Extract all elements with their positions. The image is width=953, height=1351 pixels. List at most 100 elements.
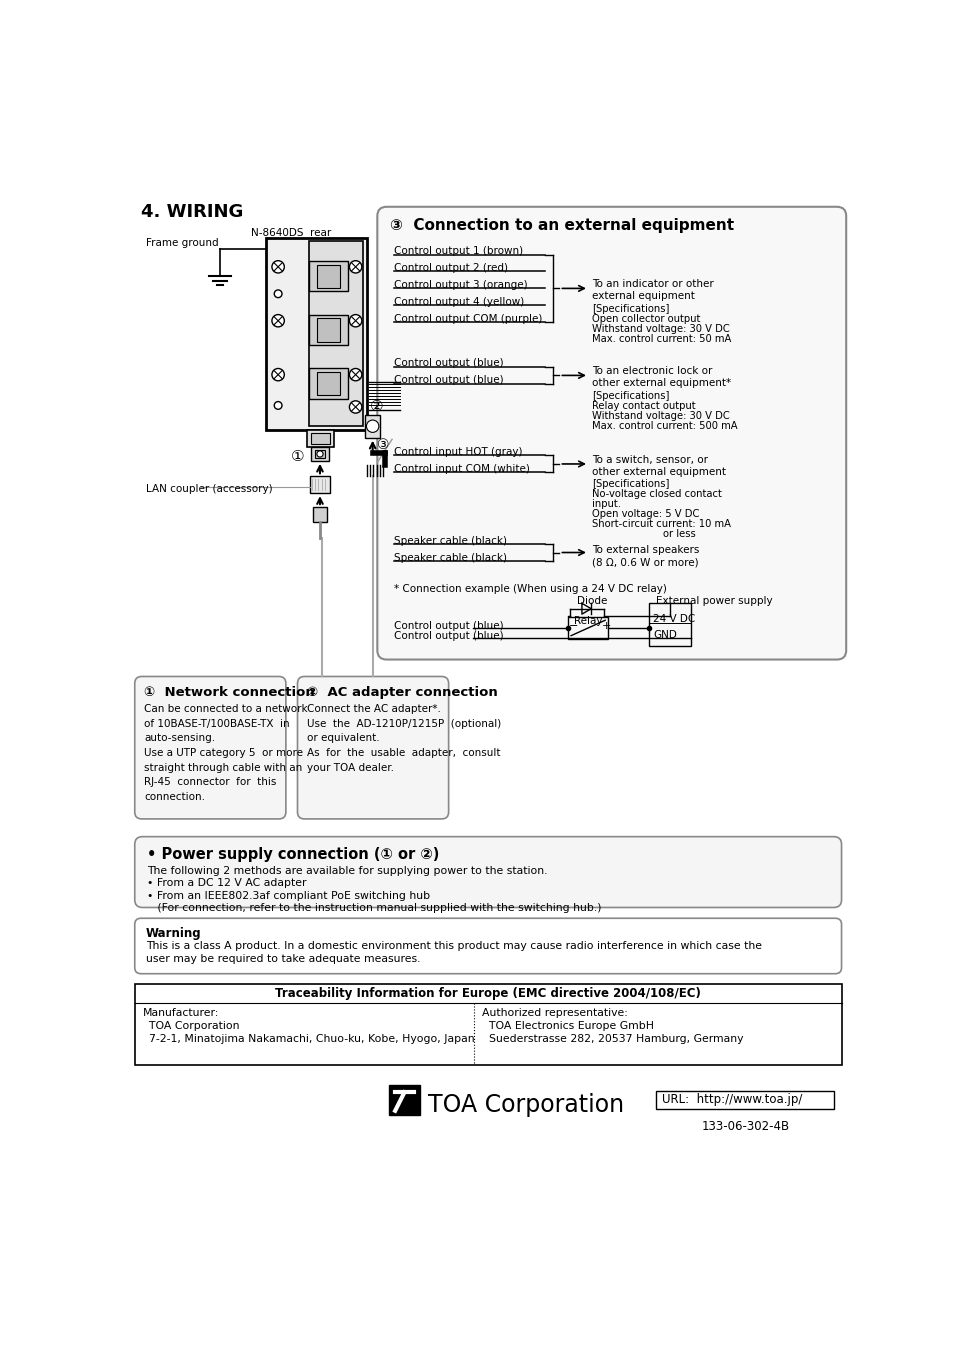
Text: TOA Corporation: TOA Corporation <box>142 1020 240 1031</box>
Text: Speaker cable (black): Speaker cable (black) <box>394 553 507 562</box>
Text: ③: ③ <box>376 438 389 451</box>
Text: Use a UTP category 5  or more: Use a UTP category 5 or more <box>144 748 303 758</box>
Text: This is a class A product. In a domestic environment this product may cause radi: This is a class A product. In a domestic… <box>146 940 760 951</box>
Text: To a switch, sensor, or: To a switch, sensor, or <box>592 455 707 465</box>
Bar <box>567 617 608 639</box>
Text: Control output COM (purple): Control output COM (purple) <box>394 313 542 324</box>
Bar <box>389 1085 419 1116</box>
Text: TOA Corporation: TOA Corporation <box>427 1093 623 1116</box>
Text: Open collector output: Open collector output <box>592 313 700 324</box>
Bar <box>313 507 327 523</box>
Bar <box>307 430 334 447</box>
Text: ①  Network connection: ① Network connection <box>144 686 314 698</box>
Text: GND: GND <box>653 630 677 639</box>
Text: Can be connected to a network: Can be connected to a network <box>144 704 308 715</box>
Text: To external speakers: To external speakers <box>592 544 699 555</box>
Circle shape <box>316 451 323 457</box>
Text: of 10BASE-T/100BASE-TX  in: of 10BASE-T/100BASE-TX in <box>144 719 290 728</box>
Bar <box>309 369 348 400</box>
Text: Manufacturer:: Manufacturer: <box>142 1008 218 1017</box>
Text: 4. WIRING: 4. WIRING <box>141 203 243 222</box>
Circle shape <box>349 401 361 413</box>
Text: connection.: connection. <box>144 792 205 802</box>
Text: 133-06-302-4B: 133-06-302-4B <box>701 1120 789 1133</box>
Text: input.: input. <box>592 500 620 509</box>
Text: [Specifications]: [Specifications] <box>592 390 669 401</box>
Text: Control output (blue): Control output (blue) <box>394 621 503 631</box>
Text: other external equipment: other external equipment <box>592 467 725 477</box>
Bar <box>314 450 325 458</box>
FancyBboxPatch shape <box>134 836 841 908</box>
Text: LAN coupler (accessory): LAN coupler (accessory) <box>146 484 273 494</box>
Text: +: + <box>601 621 611 631</box>
Text: * Connection example (When using a 24 V DC relay): * Connection example (When using a 24 V … <box>394 584 666 594</box>
Bar <box>311 434 330 444</box>
Text: Max. control current: 500 mA: Max. control current: 500 mA <box>592 422 737 431</box>
Text: other external equipment*: other external equipment* <box>592 378 730 389</box>
Text: 24 V DC: 24 V DC <box>653 615 695 624</box>
Bar <box>316 265 340 288</box>
Text: [Specifications]: [Specifications] <box>592 304 669 313</box>
Text: • From a DC 12 V AC adapter: • From a DC 12 V AC adapter <box>147 878 306 888</box>
Text: Short-circuit current: 10 mA: Short-circuit current: 10 mA <box>592 519 730 530</box>
Text: Control output (blue): Control output (blue) <box>394 631 503 642</box>
Text: To an indicator or other: To an indicator or other <box>592 280 713 289</box>
Text: or equivalent.: or equivalent. <box>307 734 379 743</box>
Circle shape <box>349 261 361 273</box>
Polygon shape <box>581 604 591 613</box>
Text: No-voltage closed contact: No-voltage closed contact <box>592 489 721 500</box>
Text: Control input HOT (gray): Control input HOT (gray) <box>394 447 522 457</box>
Bar <box>309 242 363 426</box>
Text: Use  the  AD-1210P/1215P  (optional): Use the AD-1210P/1215P (optional) <box>307 719 500 728</box>
Text: Withstand voltage: 30 V DC: Withstand voltage: 30 V DC <box>592 324 729 334</box>
Bar <box>316 373 340 396</box>
Text: Relay: Relay <box>574 616 601 626</box>
Bar <box>310 477 330 493</box>
Text: URL:  http://www.toa.jp/: URL: http://www.toa.jp/ <box>661 1093 801 1106</box>
Text: Warning: Warning <box>146 927 201 940</box>
Text: Control output 3 (orange): Control output 3 (orange) <box>394 280 527 290</box>
Text: Relay contact output: Relay contact output <box>592 401 695 411</box>
Bar <box>309 315 348 346</box>
Bar <box>266 238 367 430</box>
Circle shape <box>274 290 282 297</box>
Bar <box>134 985 841 1002</box>
FancyBboxPatch shape <box>134 919 841 974</box>
Text: Control output 1 (brown): Control output 1 (brown) <box>394 246 523 257</box>
Text: Control output 2 (red): Control output 2 (red) <box>394 263 508 273</box>
Text: Connect the AC adapter*.: Connect the AC adapter*. <box>307 704 440 715</box>
Circle shape <box>366 420 378 432</box>
Circle shape <box>272 369 284 381</box>
Circle shape <box>349 315 361 327</box>
Text: ③  Connection to an external equipment: ③ Connection to an external equipment <box>390 218 733 232</box>
Circle shape <box>272 261 284 273</box>
Text: External power supply: External power supply <box>656 596 772 605</box>
Text: Control output (blue): Control output (blue) <box>394 376 503 385</box>
Text: TOA Electronics Europe GmbH: TOA Electronics Europe GmbH <box>481 1020 653 1031</box>
Text: ①: ① <box>291 449 305 463</box>
Circle shape <box>272 315 284 327</box>
Text: Control output 4 (yellow): Control output 4 (yellow) <box>394 297 524 307</box>
Text: (For connection, refer to the instruction manual supplied with the switching hub: (For connection, refer to the instructio… <box>147 902 601 913</box>
Bar <box>311 447 328 461</box>
Text: Frame ground: Frame ground <box>146 238 219 247</box>
Circle shape <box>349 369 361 381</box>
Text: user may be required to take adequate measures.: user may be required to take adequate me… <box>146 954 419 965</box>
Text: Speaker cable (black): Speaker cable (black) <box>394 535 507 546</box>
Bar <box>655 1090 833 1109</box>
Text: −: − <box>568 621 578 631</box>
Text: (8 Ω, 0.6 W or more): (8 Ω, 0.6 W or more) <box>592 557 698 567</box>
Text: external equipment: external equipment <box>592 292 694 301</box>
Text: RJ-45  connector  for  this: RJ-45 connector for this <box>144 777 276 788</box>
Text: your TOA dealer.: your TOA dealer. <box>307 763 394 773</box>
Circle shape <box>274 401 282 409</box>
Text: ②: ② <box>369 400 383 415</box>
Text: Control input COM (white): Control input COM (white) <box>394 463 530 474</box>
Text: 7-2-1, Minatojima Nakamachi, Chuo-ku, Kobe, Hyogo, Japan: 7-2-1, Minatojima Nakamachi, Chuo-ku, Ko… <box>142 1034 475 1044</box>
Text: or less: or less <box>662 530 696 539</box>
Text: To an electronic lock or: To an electronic lock or <box>592 366 712 376</box>
Text: Authorized representative:: Authorized representative: <box>481 1008 627 1017</box>
FancyBboxPatch shape <box>134 677 286 819</box>
Text: straight through cable with an: straight through cable with an <box>144 763 302 773</box>
Text: Control output (blue): Control output (blue) <box>394 358 503 369</box>
